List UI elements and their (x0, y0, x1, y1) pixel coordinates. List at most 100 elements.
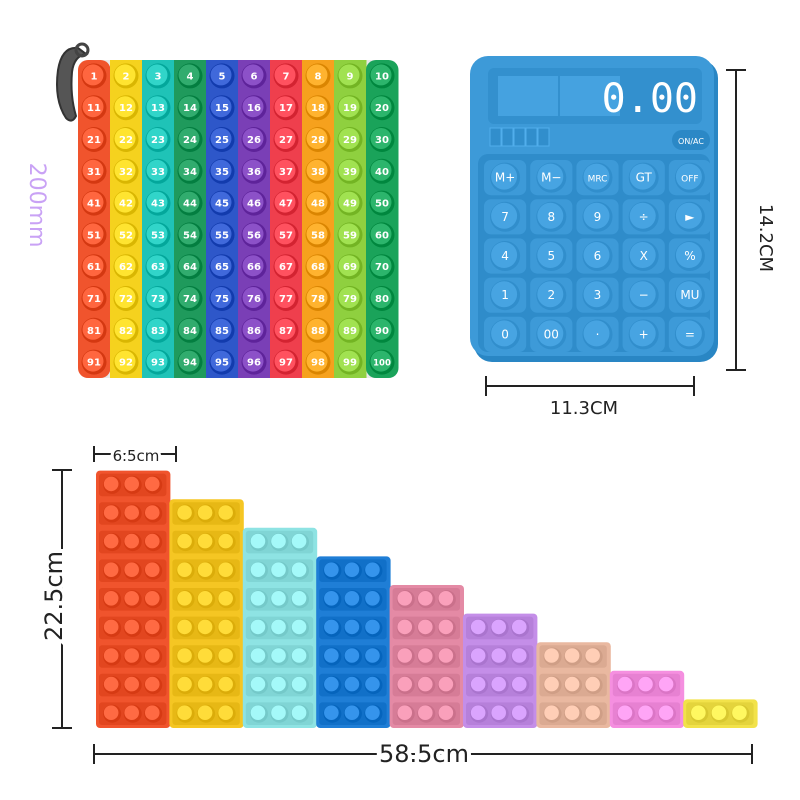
pop-bubble[interactable] (144, 618, 163, 637)
pop-bubble[interactable] (249, 647, 268, 666)
pop-bubble[interactable] (323, 590, 342, 609)
pop-bubble[interactable] (437, 676, 456, 695)
pop-bubble[interactable] (658, 704, 677, 723)
board-bubble-3[interactable]: 3 (145, 63, 171, 89)
calculator-key-15[interactable]: % (668, 238, 711, 274)
pop-bubble[interactable] (123, 618, 142, 637)
board-bubble-34[interactable]: 34 (177, 158, 203, 184)
board-bubble-64[interactable]: 64 (177, 254, 203, 280)
pop-bubble[interactable] (123, 504, 142, 523)
pop-bubble[interactable] (616, 704, 635, 723)
board-bubble-27[interactable]: 27 (273, 127, 299, 152)
board-bubble-44[interactable]: 44 (177, 190, 203, 216)
pop-bubble[interactable] (417, 704, 436, 723)
pop-bubble[interactable] (490, 647, 509, 666)
pop-bubble[interactable] (291, 561, 310, 580)
calculator-key-11[interactable]: 4 (484, 238, 527, 274)
board-bubble-7[interactable]: 7 (273, 63, 299, 89)
pop-bubble[interactable] (323, 676, 342, 695)
calculator-key-3[interactable]: MRC (576, 160, 619, 196)
pop-bubble[interactable] (197, 590, 216, 609)
pop-bubble[interactable] (144, 533, 163, 552)
pop-bubble[interactable] (437, 704, 456, 723)
board-bubble-48[interactable]: 48 (305, 190, 331, 216)
pop-bubble[interactable] (270, 676, 289, 695)
pop-bubble[interactable] (564, 704, 583, 723)
pop-bubble[interactable] (103, 704, 122, 723)
pop-bubble[interactable] (396, 647, 415, 666)
pop-bubble[interactable] (470, 704, 489, 723)
pop-bubble[interactable] (197, 647, 216, 666)
board-bubble-78[interactable]: 78 (305, 286, 331, 311)
board-bubble-86[interactable]: 86 (241, 317, 267, 343)
board-bubble-54[interactable]: 54 (177, 222, 203, 248)
calculator-key-1[interactable]: M+ (484, 160, 527, 196)
board-bubble-66[interactable]: 66 (241, 254, 267, 280)
board-bubble-97[interactable]: 97 (273, 349, 299, 375)
pop-bubble[interactable] (176, 704, 195, 723)
pop-bubble[interactable] (364, 618, 383, 637)
board-bubble-16[interactable]: 16 (241, 95, 267, 121)
board-bubble-26[interactable]: 26 (241, 127, 267, 152)
calculator-key-23[interactable]: · (576, 316, 619, 352)
calculator-key-21[interactable]: 0 (484, 316, 527, 352)
on-ac-button[interactable]: ON/AC (672, 130, 710, 150)
board-bubble-85[interactable]: 85 (209, 317, 235, 343)
pop-bubble[interactable] (343, 647, 362, 666)
board-bubble-28[interactable]: 28 (305, 127, 331, 152)
board-bubble-89[interactable]: 89 (337, 317, 363, 343)
pop-bubble[interactable] (616, 676, 635, 695)
pop-bubble[interactable] (144, 561, 163, 580)
pop-bubble[interactable] (364, 704, 383, 723)
pop-bubble[interactable] (197, 676, 216, 695)
pop-bubble[interactable] (249, 676, 268, 695)
pop-bubble[interactable] (323, 561, 342, 580)
board-bubble-29[interactable]: 29 (337, 127, 363, 152)
board-bubble-53[interactable]: 53 (145, 222, 171, 248)
pop-bubble[interactable] (144, 676, 163, 695)
pop-bubble[interactable] (584, 676, 603, 695)
board-bubble-42[interactable]: 42 (113, 190, 139, 216)
board-bubble-20[interactable]: 20 (369, 95, 395, 121)
board-bubble-95[interactable]: 95 (209, 349, 235, 375)
board-bubble-2[interactable]: 2 (113, 63, 139, 89)
pop-bubble[interactable] (291, 647, 310, 666)
calculator-key-20[interactable]: MU (668, 277, 711, 313)
pop-bubble[interactable] (323, 618, 342, 637)
pop-bubble[interactable] (323, 647, 342, 666)
board-bubble-60[interactable]: 60 (369, 222, 395, 248)
board-bubble-76[interactable]: 76 (241, 286, 267, 311)
calculator-key-18[interactable]: 3 (576, 277, 619, 313)
board-bubble-50[interactable]: 50 (369, 190, 395, 216)
pop-bubble[interactable] (123, 704, 142, 723)
calculator-key-14[interactable]: X (622, 238, 665, 274)
board-bubble-22[interactable]: 22 (113, 127, 139, 152)
board-bubble-72[interactable]: 72 (113, 286, 139, 311)
board-bubble-38[interactable]: 38 (305, 158, 331, 184)
pop-bubble[interactable] (470, 618, 489, 637)
pop-bubble[interactable] (176, 561, 195, 580)
pop-bubble[interactable] (343, 618, 362, 637)
board-bubble-98[interactable]: 98 (305, 349, 331, 375)
board-bubble-17[interactable]: 17 (273, 95, 299, 121)
board-bubble-100[interactable]: 100 (369, 349, 395, 375)
pop-bubble[interactable] (564, 676, 583, 695)
calculator-key-22[interactable]: 00 (530, 316, 573, 352)
pop-bubble[interactable] (637, 704, 656, 723)
pop-bubble[interactable] (396, 590, 415, 609)
board-bubble-39[interactable]: 39 (337, 158, 363, 184)
pop-bubble[interactable] (343, 704, 362, 723)
calculator-key-12[interactable]: 5 (530, 238, 573, 274)
pop-bubble[interactable] (343, 676, 362, 695)
pop-bubble[interactable] (343, 561, 362, 580)
pop-bubble[interactable] (364, 561, 383, 580)
board-bubble-58[interactable]: 58 (305, 222, 331, 248)
board-bubble-15[interactable]: 15 (209, 95, 235, 121)
calculator-key-8[interactable]: 9 (576, 199, 619, 235)
board-bubble-8[interactable]: 8 (305, 63, 331, 89)
calculator-key-13[interactable]: 6 (576, 238, 619, 274)
board-bubble-9[interactable]: 9 (337, 63, 363, 89)
board-bubble-80[interactable]: 80 (369, 286, 395, 311)
board-bubble-75[interactable]: 75 (209, 286, 235, 311)
pop-bubble[interactable] (103, 561, 122, 580)
